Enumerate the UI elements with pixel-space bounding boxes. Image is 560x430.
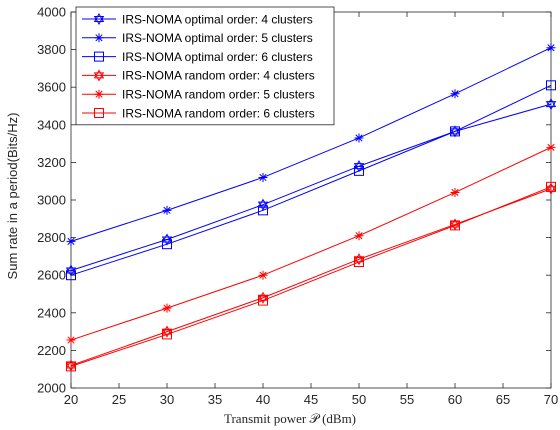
y-tick-label: 3000	[37, 193, 66, 208]
asterisk-marker	[258, 172, 268, 182]
square-marker	[258, 295, 268, 306]
x-tick-label: 65	[496, 392, 510, 407]
square-marker	[66, 270, 76, 281]
square-marker	[546, 181, 556, 192]
x-tick-label: 45	[304, 392, 318, 407]
square-marker	[354, 165, 364, 176]
hexagram-marker	[353, 163, 365, 173]
y-tick-label: 3600	[37, 80, 66, 95]
hexagram-marker	[545, 101, 557, 111]
asterisk-marker	[66, 335, 76, 345]
legend-label: IRS-NOMA random order: 4 clusters	[122, 69, 315, 83]
x-tick-label: 55	[400, 392, 414, 407]
legend-label: IRS-NOMA random order: 5 clusters	[122, 88, 315, 102]
square-marker	[66, 361, 76, 372]
hexagram-marker	[93, 69, 105, 79]
hexagram-marker	[353, 160, 365, 170]
y-tick-label: 3800	[37, 42, 66, 57]
y-tick-label: 2800	[37, 230, 66, 245]
legend-label: IRS-NOMA optimal order: 4 clusters	[122, 12, 313, 26]
hexagram-marker	[65, 267, 77, 277]
x-tick-label: 50	[352, 392, 366, 407]
asterisk-marker	[450, 89, 460, 99]
series-line	[70, 103, 552, 271]
hexagram-marker	[161, 233, 173, 243]
asterisk-marker	[546, 43, 556, 53]
y-tick-label: 2200	[37, 343, 66, 358]
series	[66, 181, 556, 372]
hexagram-marker	[545, 185, 557, 195]
hexagram-marker	[93, 72, 105, 82]
y-tick-label: 4000	[37, 5, 66, 20]
asterisk-marker	[162, 303, 172, 313]
series	[66, 43, 556, 246]
hexagram-marker	[93, 15, 105, 26]
legend-label: IRS-NOMA random order: 6 clusters	[122, 106, 315, 120]
square-marker	[546, 80, 556, 91]
hexagram-marker	[353, 256, 365, 266]
asterisk-marker	[450, 187, 460, 197]
y-tick-label: 3200	[37, 155, 66, 170]
hexagram-marker	[449, 218, 461, 228]
legend-entry: IRS-NOMA optimal order: 4 clusters	[82, 12, 313, 26]
asterisk-marker	[66, 236, 76, 246]
square-marker	[258, 205, 268, 216]
asterisk-marker	[94, 89, 104, 99]
x-tick-label: 35	[208, 392, 222, 407]
hexagram-marker	[545, 98, 557, 108]
legend-label: IRS-NOMA optimal order: 6 clusters	[122, 50, 313, 64]
y-axis-title: Sum rate in a period(Bits/Hz)	[5, 113, 20, 280]
series-layer	[65, 43, 557, 372]
hexagram-marker	[257, 198, 269, 208]
x-tick-label: 25	[112, 392, 126, 407]
asterisk-marker	[354, 133, 364, 143]
legend-label: IRS-NOMA optimal order: 5 clusters	[122, 31, 313, 45]
x-tick-label: 70	[544, 392, 558, 407]
asterisk-marker	[258, 270, 268, 280]
legend-entry: IRS-NOMA random order: 5 clusters	[82, 88, 315, 102]
legend-entry: IRS-NOMA random order: 4 clusters	[82, 69, 315, 83]
series	[66, 142, 556, 345]
x-axis-title: Transmit power 𝒫 (dBm)	[224, 411, 356, 426]
square-marker	[162, 329, 172, 340]
square-marker	[162, 239, 172, 250]
asterisk-marker	[546, 142, 556, 152]
asterisk-marker	[162, 205, 172, 215]
x-tick-label: 40	[256, 392, 270, 407]
series-line	[70, 84, 552, 276]
x-tick-label: 30	[160, 392, 174, 407]
hexagram-marker	[65, 264, 77, 274]
series-line	[70, 47, 552, 242]
legend-entry: IRS-NOMA random order: 6 clusters	[82, 106, 315, 120]
x-tick-label: 20	[64, 392, 78, 407]
square-marker	[94, 108, 104, 118]
hexagram-marker	[65, 362, 77, 372]
square-marker	[450, 220, 460, 231]
hexagram-marker	[161, 236, 173, 246]
series-line	[70, 146, 552, 341]
legend: IRS-NOMA optimal order: 4 clusters IRS-NO…	[75, 6, 335, 126]
square-marker	[450, 126, 460, 137]
hexagram-marker	[161, 328, 173, 338]
series	[66, 80, 556, 281]
legend-entry: IRS-NOMA optimal order: 6 clusters	[82, 50, 313, 64]
x-tick-label: 60	[448, 392, 462, 407]
y-tick-label: 2400	[37, 305, 66, 320]
asterisk-marker	[94, 33, 104, 43]
y-tick-label: 2600	[37, 268, 66, 283]
series-line	[70, 186, 552, 367]
legend-box	[75, 6, 335, 126]
asterisk-marker	[354, 231, 364, 241]
axes: 20 25 30 35 40 45 50 55 60 65 70 2000 2200 2400 2600 28…	[37, 5, 558, 408]
square-marker	[94, 51, 104, 62]
hexagram-marker	[257, 294, 269, 304]
y-tick-label: 2000	[37, 381, 66, 396]
legend-entry: IRS-NOMA optimal order: 5 clusters	[82, 31, 313, 45]
square-marker	[354, 257, 364, 268]
y-tick-label: 3400	[37, 117, 66, 132]
hexagram-marker	[65, 359, 77, 369]
hexagram-marker	[93, 12, 105, 23]
